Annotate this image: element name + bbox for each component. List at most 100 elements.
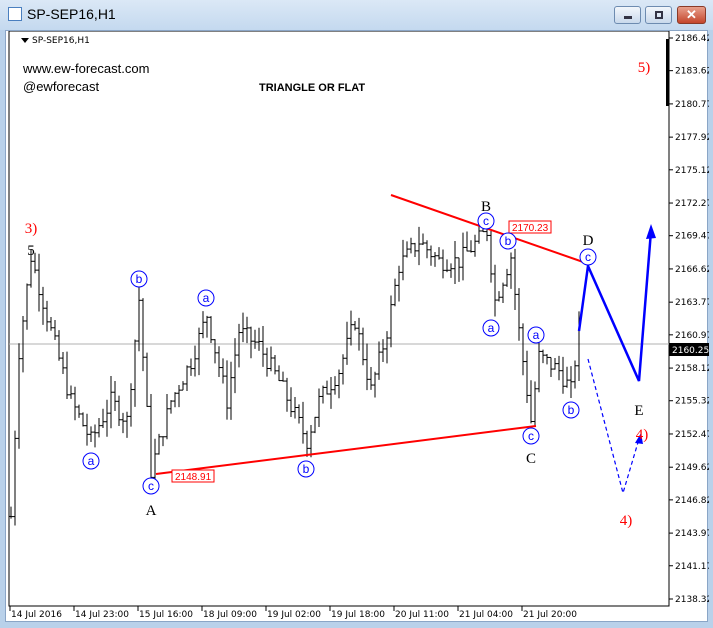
- ohlc-bar: [189, 358, 193, 376]
- ohlc-bar: [433, 251, 437, 267]
- wave-circle: [477, 212, 495, 230]
- price-box-label: 2170.23: [512, 223, 549, 234]
- ohlc-bar: [553, 358, 557, 370]
- ohlc-bar: [453, 241, 457, 284]
- ohlc-bar: [177, 384, 181, 408]
- ohlc-bar: [401, 239, 405, 281]
- ohlc-bar: [485, 229, 489, 242]
- wave-circle: [130, 270, 148, 288]
- wave-label: a: [488, 321, 495, 335]
- projection-path: [577, 230, 653, 382]
- ohlc-bar: [493, 264, 497, 317]
- y-tick-label: 2160.97: [675, 331, 709, 341]
- ohlc-bar: [517, 288, 521, 341]
- ohlc-bar: [213, 339, 217, 364]
- plot-area: [8, 31, 670, 607]
- ohlc-bar: [233, 338, 237, 394]
- wave-circle: [579, 248, 597, 266]
- wave-circle: [522, 427, 540, 445]
- ohlc-bar: [317, 388, 321, 428]
- ohlc-bar: [473, 234, 477, 257]
- ohlc-bar: [109, 376, 113, 429]
- y-tick-label: 2183.62: [675, 67, 709, 77]
- lower-trendline: [155, 425, 537, 475]
- x-tick-label: 14 Jul 2016: [11, 610, 62, 620]
- website-text: www.ew-forecast.com: [22, 61, 149, 76]
- wave-label: a: [88, 454, 95, 468]
- ohlc-bar: [129, 383, 133, 427]
- y-tick-label: 2166.62: [675, 265, 709, 275]
- wave-circle: [197, 289, 215, 307]
- alt-projection-arrowhead: [635, 433, 643, 444]
- minimize-icon: [624, 16, 632, 19]
- ohlc-bar: [269, 346, 273, 372]
- wave-label: 4): [620, 513, 633, 529]
- ohlc-bar: [245, 316, 249, 344]
- wave-label: c: [528, 429, 534, 443]
- wave-circle: [482, 319, 500, 337]
- wave-label: E: [634, 403, 643, 419]
- ohlc-bar: [445, 259, 449, 273]
- ohlc-bar: [381, 339, 385, 363]
- ohlc-bar: [77, 404, 81, 418]
- ohlc-bar: [173, 392, 177, 408]
- ohlc-bar: [101, 408, 105, 428]
- ohlc-bar: [249, 326, 253, 359]
- projection-arrowhead: [646, 224, 656, 239]
- ohlc-bar: [201, 311, 205, 339]
- ohlc-bar: [253, 329, 257, 349]
- collapse-triangle-icon[interactable]: [21, 38, 29, 43]
- y-tick-label: 2169.47: [675, 232, 709, 242]
- close-button[interactable]: ✕: [677, 6, 706, 24]
- ohlc-bar: [413, 242, 417, 258]
- ohlc-bar: [333, 376, 337, 395]
- ohlc-bar: [365, 343, 369, 391]
- ohlc-bar: [9, 506, 13, 519]
- price-chart[interactable]: 2186.42 2183.62 2180.77 2177.92 2175.12 2172.…: [6, 31, 709, 623]
- ohlc-bar: [65, 351, 69, 399]
- wave-label: A: [146, 503, 157, 519]
- minimize-button[interactable]: [614, 6, 641, 24]
- ohlc-bar: [113, 381, 117, 412]
- ohlc-bar: [465, 231, 469, 252]
- ohlc-bar: [397, 265, 401, 302]
- ohlc-bar: [273, 355, 277, 375]
- ohlc-bar: [457, 257, 461, 282]
- ohlc-bar: [373, 371, 377, 398]
- ohlc-bar: [237, 323, 241, 368]
- wave-label: c: [483, 214, 489, 228]
- x-tick-label: 19 Jul 02:00: [267, 610, 321, 620]
- ohlc-bar: [421, 233, 425, 245]
- ohlc-bar: [17, 343, 21, 449]
- ohlc-bar: [49, 316, 53, 331]
- y-tick-label: 2149.62: [675, 463, 709, 473]
- ohlc-bar: [29, 249, 33, 288]
- wave-label: 5: [27, 243, 35, 259]
- maximize-button[interactable]: [645, 6, 672, 24]
- ohlc-bar: [181, 381, 185, 391]
- current-price-box: [669, 343, 709, 356]
- ohlc-bar: [497, 291, 501, 302]
- wave-label: B: [481, 199, 491, 215]
- wave-circle: [142, 477, 160, 495]
- ohlc-bar: [221, 358, 225, 384]
- ohlc-bar: [541, 349, 545, 364]
- ohlc-bar: [417, 226, 421, 266]
- y-tick-label: 2155.32: [675, 397, 709, 407]
- ohlc-bar: [281, 371, 285, 382]
- ohlc-bar: [297, 404, 301, 424]
- wave-label: b: [505, 234, 512, 248]
- ohlc-bar: [241, 312, 245, 343]
- ohlc-bar: [257, 327, 261, 351]
- ohlc-bar: [393, 278, 397, 307]
- ohlc-bar: [145, 352, 149, 407]
- ohlc-bar: [345, 321, 349, 365]
- ohlc-bar: [89, 426, 93, 442]
- ohlc-bar: [301, 401, 305, 444]
- ohlc-bar: [149, 394, 153, 490]
- ohlc-bar: [549, 356, 553, 377]
- scroll-indicator: [666, 39, 669, 106]
- ohlc-bar: [289, 387, 293, 417]
- ohlc-bar: [117, 395, 121, 427]
